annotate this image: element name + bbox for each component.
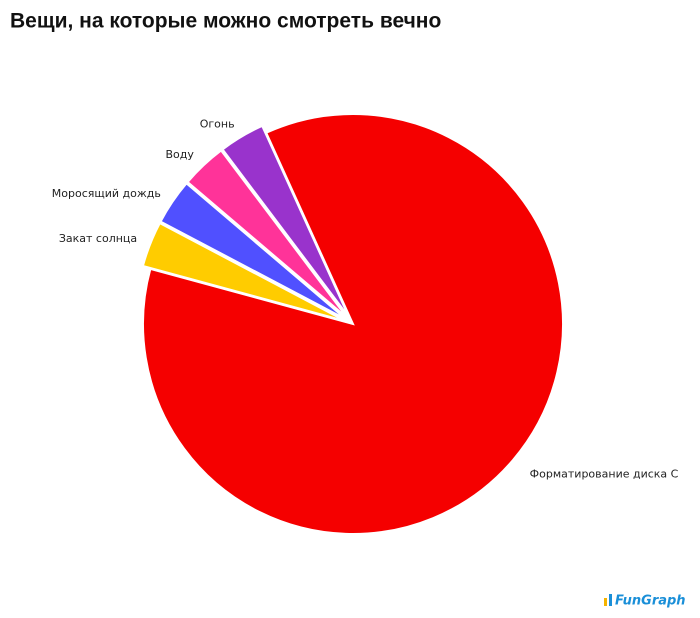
chart-title: Вещи, на которые можно смотреть вечно xyxy=(10,10,441,33)
logo: FunGraph xyxy=(604,594,686,609)
slice-label: Огонь xyxy=(200,118,235,131)
slice-label: Воду xyxy=(165,148,194,161)
pie-slice xyxy=(159,182,348,321)
logo-bar xyxy=(604,598,607,606)
slice-label: Форматирование диска С xyxy=(530,467,679,480)
pie-slice xyxy=(186,149,349,319)
slice-label: Моросящий дождь xyxy=(52,187,161,200)
pie-slice xyxy=(141,221,347,323)
pie-slice xyxy=(142,113,564,535)
pie-slice xyxy=(221,124,350,318)
watermark: FunGraph xyxy=(615,594,686,609)
slice-label: Закат солнца xyxy=(59,232,137,245)
logo-bar xyxy=(609,594,612,606)
